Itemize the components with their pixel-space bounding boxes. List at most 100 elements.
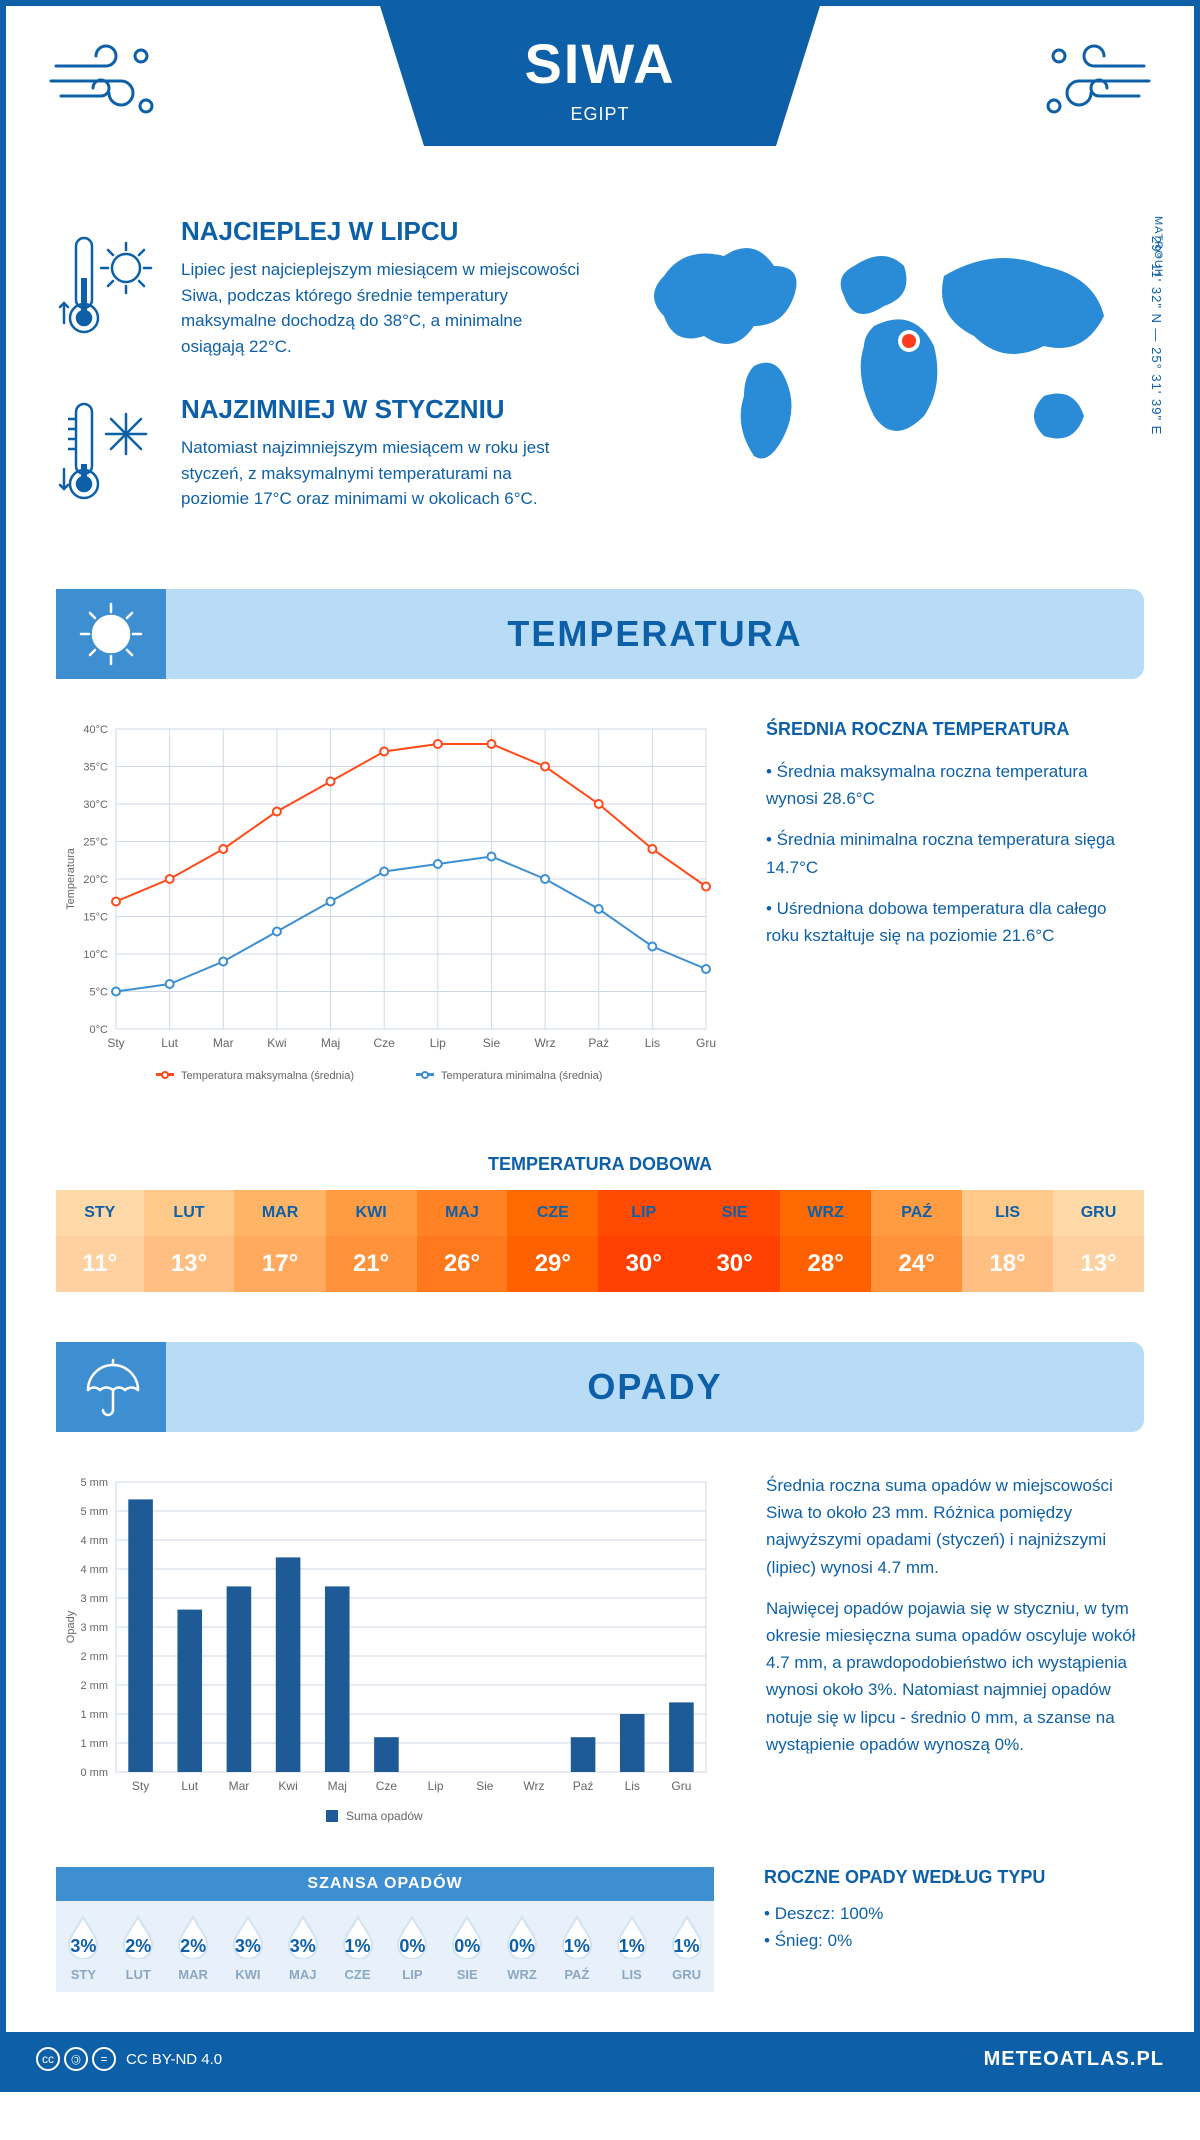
coldest-desc: Natomiast najzimniejszym miesiącem w rok…	[181, 435, 584, 512]
avg-temp-item: • Średnia minimalna roczna temperatura s…	[766, 826, 1144, 880]
precip-para-2: Najwięcej opadów pojawia się w styczniu,…	[766, 1595, 1144, 1758]
daily-value: 26°	[417, 1236, 508, 1292]
world-map-icon	[624, 216, 1144, 496]
svg-text:35°C: 35°C	[83, 762, 108, 774]
svg-text:Lip: Lip	[428, 1779, 444, 1793]
svg-text:Cze: Cze	[376, 1779, 398, 1793]
daily-month: STY	[56, 1190, 144, 1236]
daily-month: LUT	[144, 1190, 235, 1236]
chance-row: 3%STY2%LUT2%MAR3%KWI3%MAJ1%CZE0%LIP0%SIE…	[56, 1901, 714, 1992]
chance-cell: 3%KWI	[220, 1901, 275, 1992]
daily-temp-title: TEMPERATURA DOBOWA	[6, 1154, 1194, 1175]
avg-temp-title: ŚREDNIA ROCZNA TEMPERATURA	[766, 719, 1144, 740]
title-ribbon: SIWA EGIPT	[380, 6, 820, 146]
svg-text:2 mm: 2 mm	[81, 1680, 109, 1692]
daily-month: SIE	[689, 1190, 780, 1236]
svg-text:4 mm: 4 mm	[81, 1535, 109, 1547]
coordinates-label: 29° 11' 32" N — 25° 31' 39" E	[1149, 236, 1164, 435]
svg-text:Lut: Lut	[161, 1036, 178, 1050]
city-title: SIWA	[380, 31, 820, 96]
daily-value: 30°	[598, 1236, 689, 1292]
svg-text:Wrz: Wrz	[523, 1779, 544, 1793]
chance-cell: 1%GRU	[659, 1901, 714, 1992]
chance-cell: 1%LIS	[604, 1901, 659, 1992]
svg-text:Temperatura maksymalna (średni: Temperatura maksymalna (średnia)	[181, 1070, 354, 1082]
umbrella-icon	[56, 1342, 166, 1432]
daily-month: KWI	[326, 1190, 417, 1236]
svg-text:Wrz: Wrz	[535, 1036, 556, 1050]
precipitation-bottom-row: SZANSA OPADÓW 3%STY2%LUT2%MAR3%KWI3%MAJ1…	[6, 1867, 1194, 2032]
daily-value: 21°	[326, 1236, 417, 1292]
svg-text:Cze: Cze	[374, 1036, 396, 1050]
chance-cell: 1%CZE	[330, 1901, 385, 1992]
coldest-block: NAJZIMNIEJ W STYCZNIU Natomiast najzimni…	[56, 394, 584, 514]
license-text: CC BY-ND 4.0	[126, 2051, 222, 2068]
svg-text:Suma opadów: Suma opadów	[346, 1809, 423, 1823]
thermometer-cold-icon	[56, 394, 156, 514]
country-subtitle: EGIPT	[380, 104, 820, 125]
svg-text:Kwi: Kwi	[267, 1036, 286, 1050]
avg-temp-item: • Średnia maksymalna roczna temperatura …	[766, 758, 1144, 812]
svg-text:Paź: Paź	[573, 1779, 594, 1793]
sun-icon	[56, 589, 166, 679]
chance-cell: 2%LUT	[111, 1901, 166, 1992]
svg-text:Sie: Sie	[476, 1779, 494, 1793]
precip-rain: • Deszcz: 100%	[764, 1900, 1144, 1927]
avg-temp-item: • Uśredniona dobowa temperatura dla całe…	[766, 895, 1144, 949]
daily-month: MAR	[234, 1190, 325, 1236]
svg-text:Mar: Mar	[213, 1036, 234, 1050]
temperature-summary: ŚREDNIA ROCZNA TEMPERATURA • Średnia mak…	[766, 719, 1144, 1104]
chance-cell: 0%SIE	[440, 1901, 495, 1992]
avg-temp-list: • Średnia maksymalna roczna temperatura …	[766, 758, 1144, 949]
coldest-title: NAJZIMNIEJ W STYCZNIU	[181, 394, 584, 425]
temperature-heading: TEMPERATURA	[166, 613, 1144, 655]
svg-text:0 mm: 0 mm	[81, 1767, 109, 1779]
daily-month: LIS	[962, 1190, 1053, 1236]
svg-text:5°C: 5°C	[90, 987, 109, 999]
svg-text:Temperatura: Temperatura	[65, 847, 77, 910]
svg-text:2 mm: 2 mm	[81, 1651, 109, 1663]
svg-text:25°C: 25°C	[83, 837, 108, 849]
svg-text:15°C: 15°C	[83, 912, 108, 924]
svg-text:Kwi: Kwi	[278, 1779, 297, 1793]
svg-text:Gru: Gru	[671, 1779, 691, 1793]
daily-month: WRZ	[780, 1190, 871, 1236]
temperature-section: 0°C5°C10°C15°C20°C25°C30°C35°C40°CStyLut…	[6, 679, 1194, 1144]
cc-icon: cc🄯=	[36, 2047, 116, 2071]
daily-month: LIP	[598, 1190, 689, 1236]
daily-value: 30°	[689, 1236, 780, 1292]
svg-text:Lip: Lip	[430, 1036, 446, 1050]
svg-text:20°C: 20°C	[83, 874, 108, 886]
precip-para-1: Średnia roczna suma opadów w miejscowośc…	[766, 1472, 1144, 1581]
infographic-page: SIWA EGIPT NAJCIEPLEJ W LIPCU Lipiec jes…	[0, 0, 1200, 2092]
svg-text:40°C: 40°C	[83, 724, 108, 736]
hottest-text: NAJCIEPLEJ W LIPCU Lipiec jest najcieple…	[181, 216, 584, 359]
license-block: cc🄯= CC BY-ND 4.0	[36, 2047, 222, 2071]
temperature-section-bar: TEMPERATURA	[56, 589, 1144, 679]
intro-text-column: NAJCIEPLEJ W LIPCU Lipiec jest najcieple…	[56, 216, 584, 549]
hottest-block: NAJCIEPLEJ W LIPCU Lipiec jest najcieple…	[56, 216, 584, 359]
coldest-text: NAJZIMNIEJ W STYCZNIU Natomiast najzimni…	[181, 394, 584, 514]
precip-snow: • Śnieg: 0%	[764, 1927, 1144, 1954]
svg-text:Lis: Lis	[645, 1036, 660, 1050]
svg-text:30°C: 30°C	[83, 799, 108, 811]
chance-cell: 2%MAR	[166, 1901, 221, 1992]
chance-cell: 1%PAŹ	[549, 1901, 604, 1992]
svg-text:Maj: Maj	[328, 1779, 347, 1793]
header: SIWA EGIPT	[6, 6, 1194, 186]
precip-type-title: ROCZNE OPADY WEDŁUG TYPU	[764, 1867, 1144, 1888]
chance-of-precip: SZANSA OPADÓW 3%STY2%LUT2%MAR3%KWI3%MAJ1…	[56, 1867, 714, 1992]
chance-cell: 0%LIP	[385, 1901, 440, 1992]
svg-text:Sty: Sty	[132, 1779, 149, 1793]
svg-text:Opady: Opady	[65, 1610, 77, 1643]
daily-value: 18°	[962, 1236, 1053, 1292]
svg-text:Mar: Mar	[229, 1779, 250, 1793]
svg-text:Sie: Sie	[483, 1036, 501, 1050]
svg-text:1 mm: 1 mm	[81, 1709, 109, 1721]
daily-value: 11°	[56, 1236, 144, 1292]
thermometer-hot-icon	[56, 216, 156, 359]
svg-text:1 mm: 1 mm	[81, 1738, 109, 1750]
footer: cc🄯= CC BY-ND 4.0 METEOATLAS.PL	[6, 2032, 1194, 2086]
svg-text:0°C: 0°C	[90, 1024, 109, 1036]
chance-cell: 3%MAJ	[275, 1901, 330, 1992]
